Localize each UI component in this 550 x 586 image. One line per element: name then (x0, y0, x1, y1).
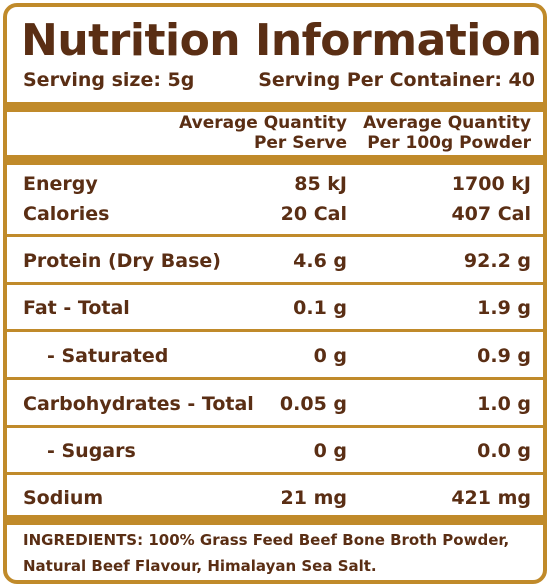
nutrient-value-per-100g: 92.2 g (463, 250, 531, 272)
nutrient-value-per-serve: 20 Cal (280, 203, 347, 225)
nutrient-name: - Saturated (47, 345, 169, 367)
nutrient-name: Protein (Dry Base) (23, 250, 221, 272)
column-header-per-100g: Average Quantity Per 100g Powder (363, 113, 531, 153)
divider-row (7, 329, 543, 332)
nutrient-value-per-100g: 0.9 g (477, 345, 531, 367)
nutrient-value-per-100g: 1.9 g (477, 297, 531, 319)
divider-header (7, 155, 543, 165)
nutrient-name: Fat - Total (23, 297, 130, 319)
divider-top (7, 102, 543, 112)
nutrient-value-per-serve: 21 mg (280, 487, 347, 509)
column-header-line: Average Quantity (363, 113, 531, 133)
column-header-line: Per 100g Powder (367, 133, 531, 153)
divider-bottom (7, 515, 543, 525)
column-header-line: Average Quantity (179, 113, 347, 133)
nutrient-value-per-serve: 85 kJ (294, 173, 347, 195)
divider-row (7, 234, 543, 237)
serving-size: Serving size: 5g (23, 69, 195, 91)
nutrient-value-per-serve: 0 g (313, 345, 347, 367)
serving-info: Serving size: 5g Serving Per Container: … (23, 69, 535, 91)
divider-row (7, 377, 543, 380)
servings-per-container: Serving Per Container: 40 (258, 69, 535, 91)
nutrient-name: Sodium (23, 487, 104, 509)
nutrition-panel: Nutrition Information Serving size: 5g S… (3, 3, 547, 584)
nutrient-value-per-100g: 421 mg (451, 487, 531, 509)
nutrient-value-per-serve: 0.1 g (293, 297, 347, 319)
nutrient-value-per-100g: 0.0 g (477, 440, 531, 462)
nutrient-value-per-100g: 1700 kJ (451, 173, 531, 195)
nutrient-value-per-serve: 0.05 g (279, 393, 347, 415)
nutrient-value-per-serve: 0 g (313, 440, 347, 462)
nutrient-value-per-serve: 4.6 g (293, 250, 347, 272)
nutrient-name: Calories (23, 203, 110, 225)
ingredients-text: INGREDIENTS: 100% Grass Feed Beef Bone B… (23, 531, 510, 575)
nutrient-value-per-100g: 1.0 g (477, 393, 531, 415)
divider-row (7, 282, 543, 285)
nutrient-name: - Sugars (47, 440, 136, 462)
column-header-per-serve: Average Quantity Per Serve (179, 113, 347, 153)
nutrient-name: Carbohydrates - Total (23, 393, 254, 415)
panel-title: Nutrition Information (21, 15, 542, 66)
divider-row (7, 472, 543, 475)
nutrient-name: Energy (23, 173, 98, 195)
divider-row (7, 425, 543, 428)
column-header-line: Per Serve (253, 133, 347, 153)
nutrient-value-per-100g: 407 Cal (451, 203, 531, 225)
